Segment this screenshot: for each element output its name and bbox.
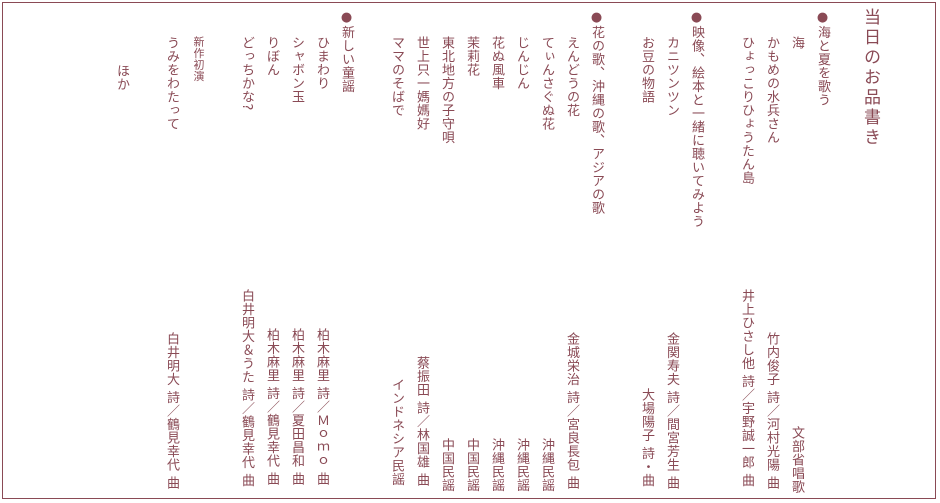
song-credit: 柏木麻里 詩／鶴見幸代 曲 — [264, 328, 279, 486]
song-title: お豆の物語 — [639, 36, 654, 104]
song-credit: 中国民謡 — [464, 438, 479, 492]
song-credit: 井上ひさし他 詩／宇野誠一郎 曲 — [739, 289, 754, 488]
page-title: 当日のお品書き — [860, 8, 880, 148]
song-title: どっちかな? — [239, 36, 254, 111]
song-title: 海 — [789, 36, 804, 50]
song-credit: 沖縄民謡 — [539, 438, 554, 492]
closing-text: ほか — [114, 64, 129, 91]
song-title: カニツンツン — [664, 36, 679, 117]
section-heading: ●海と夏を歌う — [815, 10, 830, 107]
song-title: ひょっこりひょうたん島 — [739, 36, 754, 185]
song-title: かもめの水兵さん — [764, 36, 779, 144]
section-heading: ●映像、絵本と一緒に聴いてみよう — [689, 10, 704, 228]
song-credit: インドネシア民謡 — [389, 378, 404, 486]
song-credit: 大場陽子 詩・曲 — [639, 388, 654, 488]
section-heading: ●新しい童謡 — [339, 10, 354, 93]
song-credit: 竹内俊子 詩／河村光陽 曲 — [764, 332, 779, 490]
song-title: えんどうの花 — [564, 36, 579, 117]
song-credit: 沖縄民謡 — [489, 438, 504, 492]
song-credit: 白井明大＆うた 詩／鶴見幸代 曲 — [239, 289, 254, 488]
song-title: うみをわたって — [164, 36, 179, 131]
song-credit: 中国民謡 — [439, 438, 454, 492]
song-credit: 沖縄民謡 — [514, 438, 529, 492]
song-title: シャボン玉 — [289, 36, 304, 104]
section-heading: ●花の歌、沖縄の歌、アジアの歌 — [589, 10, 604, 215]
song-credit: 柏木麻里 詩／夏田昌和 曲 — [289, 328, 304, 486]
song-title: じんじん — [514, 36, 529, 90]
song-credit: 金関寿夫 詩／間宮芳生 曲 — [664, 332, 679, 490]
song-title: てぃんさぐぬ花 — [539, 36, 554, 131]
song-credit: 文部省唱歌 — [789, 426, 804, 494]
song-credit: 蔡振田 詩／林国雄 曲 — [414, 356, 429, 487]
song-title: 茉莉花 — [464, 36, 479, 77]
song-title: 世上只一媽媽好 — [414, 36, 429, 131]
song-title: 花ぬ風車 — [489, 36, 504, 90]
premiere-note: 新作初演 — [192, 36, 205, 82]
song-title: ママのそばで — [389, 36, 404, 117]
song-credit: 柏木麻里 詩／Ｍｏｍｏ 曲 — [314, 328, 329, 486]
song-credit: 金城栄治 詩／宮良長包 曲 — [564, 332, 579, 490]
song-title: ひまわり — [314, 36, 329, 90]
song-credit: 白井明大 詩／鶴見幸代 曲 — [164, 332, 179, 490]
song-title: りぼん — [264, 36, 279, 77]
song-title: 東北地方の子守唄 — [439, 36, 454, 144]
